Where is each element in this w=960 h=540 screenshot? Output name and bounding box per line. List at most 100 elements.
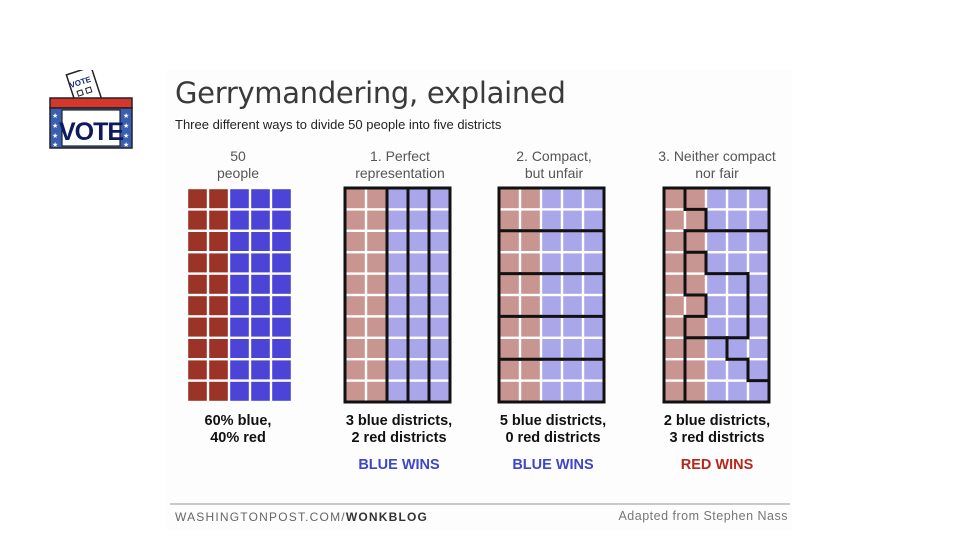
winner-label-perfect: BLUE WINS	[358, 457, 440, 473]
caption-neither: 2 blue districts, 3 red districts	[663, 413, 771, 446]
red-person-cell	[521, 253, 540, 273]
red-person-cell	[346, 296, 365, 316]
blue-person-cell	[409, 360, 428, 380]
blue-person-cell	[563, 253, 582, 273]
footer-divider	[170, 503, 790, 505]
blue-person-cell	[728, 210, 747, 230]
red-person-cell	[686, 317, 705, 337]
blue-person-cell	[584, 232, 603, 251]
blue-person-cell	[409, 296, 428, 316]
blue-person-cell	[542, 210, 561, 230]
vote-ballot-box-logo: VOTE VOTE ★★★★ ★★★★	[49, 70, 133, 149]
red-person-cell	[367, 360, 386, 380]
blue-person-cell	[388, 381, 407, 401]
blue-person-cell	[230, 253, 249, 273]
red-person-cell	[686, 274, 705, 294]
blue-person-cell	[584, 274, 603, 294]
red-person-cell	[665, 339, 684, 358]
red-person-cell	[686, 296, 705, 316]
winner-label-neither: RED WINS	[680, 457, 754, 473]
red-person-cell	[188, 253, 207, 273]
column-heading-perfect: 1. Perfect representation	[355, 148, 445, 181]
blue-person-cell	[542, 381, 561, 401]
blue-person-cell	[409, 189, 428, 209]
blue-person-cell	[542, 274, 561, 294]
blue-person-cell	[430, 232, 449, 251]
blue-person-cell	[707, 381, 726, 401]
winner-label-compact-unfair: BLUE WINS	[512, 457, 594, 473]
red-person-cell	[521, 317, 540, 337]
blue-person-cell	[230, 317, 249, 337]
blue-person-cell	[430, 274, 449, 294]
red-person-cell	[209, 253, 228, 273]
svg-text:★: ★	[52, 122, 58, 130]
blue-person-cell	[728, 189, 747, 209]
blue-person-cell	[707, 253, 726, 273]
blue-person-cell	[749, 317, 768, 337]
blue-person-cell	[563, 232, 582, 251]
red-person-cell	[346, 232, 365, 251]
grid-compact-unfair	[497, 186, 606, 404]
red-person-cell	[686, 210, 705, 230]
red-person-cell	[521, 189, 540, 209]
blue-person-cell	[707, 296, 726, 316]
blue-person-cell	[230, 339, 249, 358]
red-person-cell	[188, 339, 207, 358]
blue-person-cell	[542, 253, 561, 273]
blue-person-cell	[584, 360, 603, 380]
red-person-cell	[188, 210, 207, 230]
svg-text:★: ★	[52, 141, 58, 149]
grid-outline	[662, 186, 771, 404]
blue-person-cell	[584, 296, 603, 316]
blue-person-cell	[430, 360, 449, 380]
svg-text:★: ★	[123, 141, 129, 149]
blue-person-cell	[251, 381, 270, 401]
blue-person-cell	[728, 253, 747, 273]
blue-person-cell	[728, 274, 747, 294]
grid-outline	[497, 186, 606, 404]
red-person-cell	[521, 381, 540, 401]
red-person-cell	[665, 253, 684, 273]
blue-person-cell	[230, 210, 249, 230]
red-person-cell	[209, 210, 228, 230]
blue-person-cell	[707, 339, 726, 358]
svg-text:★: ★	[52, 132, 58, 140]
vote-logo-text: VOTE	[59, 118, 123, 146]
red-person-cell	[665, 210, 684, 230]
blue-person-cell	[728, 232, 747, 251]
red-person-cell	[500, 317, 519, 337]
blue-person-cell	[707, 189, 726, 209]
blue-person-cell	[388, 189, 407, 209]
blue-person-cell	[728, 339, 747, 358]
red-person-cell	[367, 210, 386, 230]
svg-text:★: ★	[123, 132, 129, 140]
blue-person-cell	[388, 253, 407, 273]
column-heading-compact-unfair: 2. Compact, but unfair	[516, 148, 592, 181]
red-person-cell	[209, 381, 228, 401]
blue-person-cell	[542, 189, 561, 209]
red-person-cell	[188, 274, 207, 294]
red-person-cell	[367, 317, 386, 337]
blue-person-cell	[749, 232, 768, 251]
red-person-cell	[188, 189, 207, 209]
blue-person-cell	[749, 381, 768, 401]
blue-person-cell	[388, 360, 407, 380]
red-person-cell	[209, 339, 228, 358]
red-person-cell	[500, 232, 519, 251]
blue-person-cell	[272, 253, 291, 273]
page-subtitle: Three different ways to divide 50 people…	[175, 117, 502, 132]
red-person-cell	[665, 189, 684, 209]
svg-text:★: ★	[123, 112, 129, 120]
blue-person-cell	[749, 210, 768, 230]
blue-person-cell	[430, 189, 449, 209]
blue-person-cell	[749, 189, 768, 209]
blue-person-cell	[749, 253, 768, 273]
red-person-cell	[209, 274, 228, 294]
red-person-cell	[500, 274, 519, 294]
red-person-cell	[346, 360, 365, 380]
blue-person-cell	[251, 360, 270, 380]
blue-person-cell	[230, 232, 249, 251]
blue-person-cell	[251, 274, 270, 294]
red-person-cell	[665, 274, 684, 294]
